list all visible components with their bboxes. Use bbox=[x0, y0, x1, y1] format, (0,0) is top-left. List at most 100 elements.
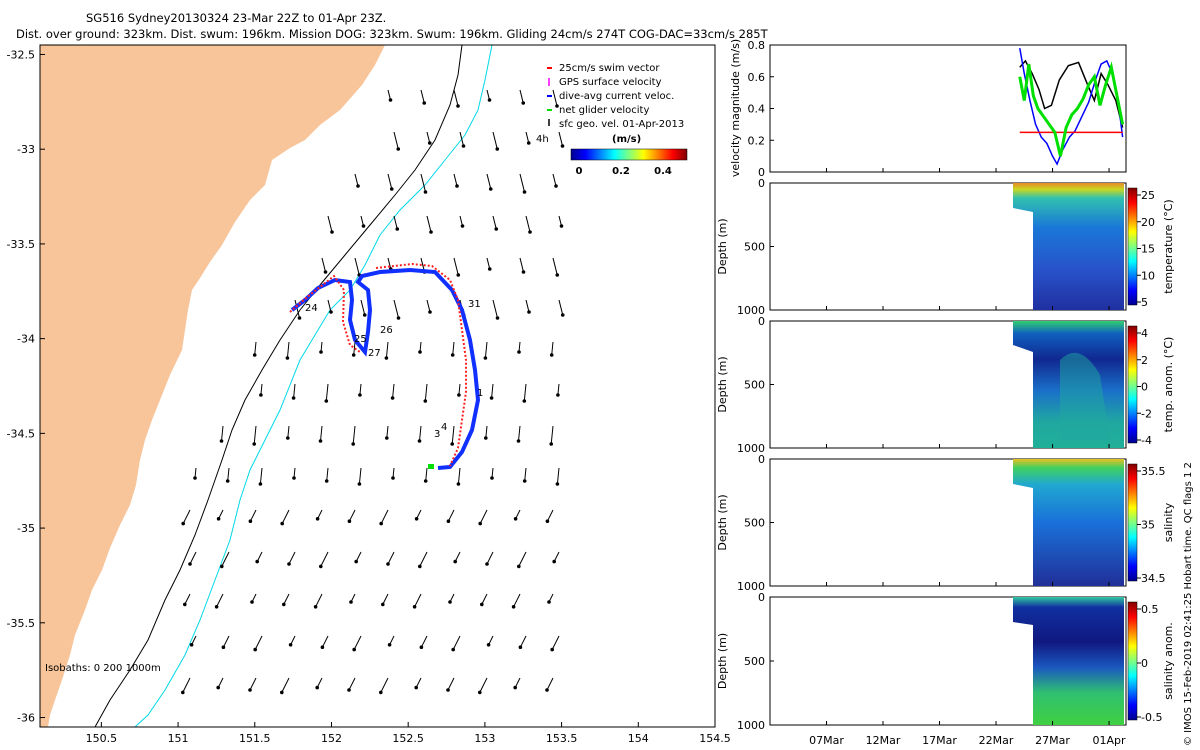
surface-velocity-arrow bbox=[519, 89, 524, 104]
track-label-24: 24 bbox=[305, 303, 318, 314]
surface-velocity-arrow bbox=[452, 635, 461, 650]
surface-velocity-arrow-head bbox=[252, 353, 257, 357]
surface-velocity-arrow bbox=[525, 131, 530, 144]
surface-velocity-arrow bbox=[486, 173, 492, 190]
salinity-anomaly-panel bbox=[769, 596, 1138, 726]
surface-velocity-arrow-head bbox=[488, 187, 493, 191]
surface-velocity-arrow-head bbox=[221, 645, 226, 649]
surface-velocity-arrow-head bbox=[457, 393, 461, 397]
surface-velocity-arrow-head bbox=[313, 605, 318, 609]
surface-velocity-arrow bbox=[453, 173, 458, 187]
surface-velocity-arrow-head bbox=[456, 482, 461, 486]
colorbar-tick-label: -0.5 bbox=[1141, 711, 1162, 724]
colorbar-tick-2: 0.4 bbox=[654, 166, 672, 177]
surface-velocity-arrow-head bbox=[522, 479, 527, 483]
surface-velocity-arrow bbox=[492, 299, 498, 319]
surface-velocity-arrow-head bbox=[545, 688, 549, 692]
surface-velocity-arrow bbox=[486, 551, 494, 565]
footer-credit: © IMOS 15-Feb-2019 02:41:25 Hobart time.… bbox=[1183, 462, 1194, 746]
map-colorbar bbox=[570, 148, 688, 161]
surface-velocity-arrow-head bbox=[319, 350, 323, 354]
surface-velocity-arrow bbox=[393, 299, 399, 319]
surface-velocity-arrow-head bbox=[318, 439, 323, 443]
depth-axis-label: Depth (m) bbox=[716, 633, 729, 689]
surface-velocity-arrow-head bbox=[319, 564, 323, 569]
colorbar-label: salinity bbox=[1162, 502, 1175, 542]
surface-velocity-arrow-head bbox=[390, 396, 395, 400]
colorbar-tick-label: -2 bbox=[1141, 407, 1152, 420]
surface-velocity-arrow bbox=[518, 551, 527, 567]
surface-velocity-arrow-head bbox=[381, 602, 385, 607]
surface-velocity-arrow-head bbox=[396, 147, 401, 151]
surface-velocity-arrow bbox=[358, 467, 362, 485]
surface-velocity-arrow bbox=[419, 551, 428, 567]
surface-velocity-arrow bbox=[387, 257, 392, 270]
surface-velocity-arrow bbox=[557, 383, 560, 396]
surface-velocity-arrow bbox=[492, 131, 498, 150]
surface-velocity-arrow-head bbox=[461, 144, 466, 148]
surface-velocity-arrow-head bbox=[330, 230, 334, 234]
map-x-tick-label: 151 bbox=[168, 732, 189, 745]
temp-anomaly-panel bbox=[769, 320, 1138, 449]
colorbar-label: temp. anom. (°C) bbox=[1162, 337, 1175, 433]
surface-velocity-arrow-head bbox=[384, 356, 389, 360]
surface-velocity-arrow-head bbox=[448, 600, 452, 604]
surface-velocity-arrows bbox=[181, 89, 565, 695]
surface-velocity-arrow bbox=[552, 89, 558, 107]
surface-velocity-arrow bbox=[249, 509, 257, 522]
colorbar-label: temperature (°C) bbox=[1162, 199, 1175, 293]
surface-velocity-arrow bbox=[348, 509, 356, 522]
surface-velocity-arrow-head bbox=[555, 273, 560, 277]
surface-velocity-arrow-head bbox=[521, 101, 526, 105]
surface-velocity-arrow bbox=[359, 383, 362, 396]
surface-velocity-arrow bbox=[281, 677, 290, 693]
surface-velocity-arrow-head bbox=[428, 310, 432, 314]
surface-velocity-arrow bbox=[414, 593, 422, 608]
surface-velocity-arrow bbox=[254, 635, 263, 650]
surface-velocity-arrow-head bbox=[516, 439, 521, 443]
surface-velocity-arrow-head bbox=[259, 393, 263, 397]
surface-velocity-arrow bbox=[551, 635, 560, 650]
legend-gps-velocity: GPS surface velocity bbox=[559, 77, 662, 88]
surface-velocity-arrow bbox=[380, 509, 389, 524]
surface-velocity-arrow bbox=[459, 131, 464, 147]
surface-velocity-arrow bbox=[320, 425, 323, 442]
colorbar-tick-label: 4 bbox=[1141, 327, 1148, 340]
map-x-tick-label: 152 bbox=[321, 732, 342, 745]
surface-velocity-arrow bbox=[221, 425, 224, 442]
surface-velocity-arrow-head bbox=[287, 562, 291, 566]
map-x-tick-label: 150.5 bbox=[86, 732, 118, 745]
surface-velocity-arrow-head bbox=[354, 559, 359, 564]
surface-velocity-arrow-head bbox=[216, 685, 220, 690]
surface-velocity-arrow bbox=[286, 341, 290, 359]
track-label-25: 25 bbox=[354, 334, 367, 345]
map-y-tick-label: -35 bbox=[17, 522, 35, 535]
surface-velocity-arrow-head bbox=[513, 685, 517, 690]
legend-dive-avg-current: dive-avg current veloc. bbox=[559, 91, 674, 102]
map-y-tick-label: -33 bbox=[17, 143, 35, 156]
time-tick-label: 07Mar bbox=[809, 734, 844, 747]
surface-velocity-arrow bbox=[254, 341, 257, 356]
depth-axis-label: Depth (m) bbox=[716, 356, 729, 412]
colorbar-tick-label: 0 bbox=[1141, 657, 1148, 670]
title-line-2: Dist. over ground: 323km. Dist. swum: 19… bbox=[16, 27, 769, 41]
surface-velocity-arrow bbox=[253, 425, 257, 445]
velocity-series bbox=[1018, 48, 1125, 166]
surface-velocity-arrow-head bbox=[285, 356, 290, 360]
track-label-27: 27 bbox=[368, 348, 381, 359]
surface-velocity-arrow-head bbox=[423, 399, 428, 403]
track-label-3: 3 bbox=[434, 429, 440, 440]
surface-velocity-arrow bbox=[227, 467, 230, 482]
surface-velocity-arrow bbox=[420, 173, 426, 193]
surface-velocity-arrow-head bbox=[549, 442, 553, 446]
colorbar-tick-label: 15 bbox=[1141, 243, 1155, 256]
surface-velocity-arrow bbox=[321, 635, 329, 648]
colorbar-tick-label: 34.5 bbox=[1141, 572, 1166, 585]
map-x-tick-label: 153 bbox=[474, 732, 495, 745]
surface-velocity-arrow bbox=[457, 467, 461, 485]
surface-velocity-arrow-head bbox=[552, 559, 556, 564]
surface-velocity-arrow-head bbox=[547, 600, 551, 604]
surface-velocity-arrow-head bbox=[387, 643, 392, 647]
surface-velocity-arrow bbox=[281, 509, 290, 524]
surface-velocity-arrow-head bbox=[545, 519, 550, 523]
